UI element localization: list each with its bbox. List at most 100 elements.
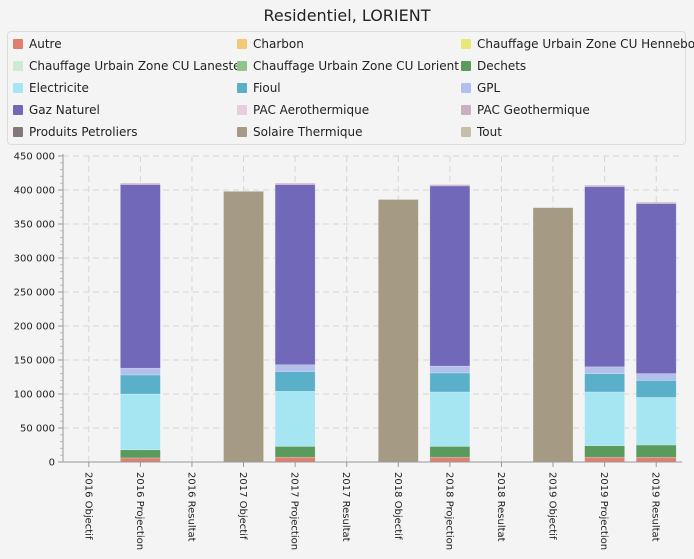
legend-swatch xyxy=(13,61,23,71)
legend-item: Charbon xyxy=(237,34,304,54)
x-tick-label: 2019 Projection xyxy=(598,472,609,550)
y-tick-label: 100 000 xyxy=(14,390,55,401)
bar-segment xyxy=(120,457,161,463)
legend-item: GPL xyxy=(461,78,500,98)
legend-label: Charbon xyxy=(253,37,304,51)
legend-item: Tout xyxy=(461,122,502,142)
plot-area xyxy=(63,156,682,462)
x-tick-label: 2017 Resultat xyxy=(340,472,351,542)
legend-swatch xyxy=(461,105,471,115)
bar-segment xyxy=(274,390,316,447)
legend-label: Gaz Naturel xyxy=(29,103,100,117)
legend-item: Chauffage Urbain Zone CU Hennebont xyxy=(461,34,694,54)
chart-title: Residentiel, LORIENT xyxy=(263,6,431,25)
bar-segment xyxy=(635,456,677,463)
bar-segment xyxy=(635,444,677,458)
legend-swatch xyxy=(461,61,471,71)
legend-swatch xyxy=(237,39,247,49)
legend-item: Chauffage Urbain Zone CU Lanester xyxy=(13,56,245,76)
bar-segment xyxy=(532,207,574,463)
x-tick-label: 2019 Resultat xyxy=(650,472,661,542)
y-tick-label: 450 000 xyxy=(14,152,55,163)
legend-item: Chauffage Urbain Zone CU Lorient xyxy=(237,56,459,76)
bar-segment xyxy=(120,374,161,395)
bar-segment xyxy=(120,449,161,459)
legend-label: PAC Geothermique xyxy=(477,103,590,117)
y-tick-label: 50 000 xyxy=(20,424,55,435)
chart-legend: Autre Charbon Chauffage Urbain Zone CU Hen… xyxy=(7,31,694,145)
bar-segment xyxy=(274,182,316,185)
legend-item: PAC Geothermique xyxy=(461,100,590,120)
legend-label: Chauffage Urbain Zone CU Lorient xyxy=(253,59,459,73)
x-tick-label: 2017 Projection xyxy=(289,472,300,550)
bar-segment xyxy=(274,371,316,392)
legend-swatch xyxy=(237,83,247,93)
bar-segment xyxy=(635,201,677,204)
bar-segment xyxy=(429,372,471,393)
legend-label: Produits Petroliers xyxy=(29,125,138,139)
y-tick-label: 0 xyxy=(49,458,55,469)
bar-segment xyxy=(584,391,625,446)
legend-label: GPL xyxy=(477,81,501,95)
bar-segment xyxy=(584,456,625,463)
bar-segment xyxy=(584,373,625,393)
bar-segment xyxy=(274,184,316,366)
legend-swatch xyxy=(461,83,471,93)
legend-swatch xyxy=(13,83,23,93)
legend-item: Produits Petroliers xyxy=(13,122,138,142)
y-tick-label: 150 000 xyxy=(14,356,55,367)
legend-label: Fioul xyxy=(253,81,281,95)
bar-segment xyxy=(120,367,161,376)
y-tick-label: 400 000 xyxy=(14,186,55,197)
y-tick-label: 250 000 xyxy=(14,288,55,299)
bar-segment xyxy=(635,203,677,374)
legend-swatch xyxy=(461,127,471,137)
y-tick-label: 350 000 xyxy=(14,220,55,231)
bar-segment xyxy=(584,186,625,368)
bar-segment xyxy=(584,366,625,374)
x-tick-label: 2018 Projection xyxy=(443,472,454,550)
y-tick-label: 200 000 xyxy=(14,322,55,333)
legend-swatch xyxy=(237,105,247,115)
x-tick-label: 2018 Resultat xyxy=(495,472,506,542)
bar-segment xyxy=(429,365,471,374)
bar-segment xyxy=(429,456,471,463)
legend-swatch xyxy=(13,105,23,115)
y-tick-label: 300 000 xyxy=(14,254,55,265)
bar-segment xyxy=(274,364,316,372)
legend-label: Solaire Thermique xyxy=(253,125,363,139)
legend-item: Fioul xyxy=(237,78,281,98)
x-tick-label: 2016 Resultat xyxy=(185,472,196,542)
bar-segment xyxy=(635,397,677,446)
x-tick-label: 2016 Projection xyxy=(134,472,145,550)
x-tick-label: 2018 Objectif xyxy=(392,472,403,540)
bar-segment xyxy=(429,446,471,458)
bar-segment xyxy=(429,391,471,447)
bar-segment xyxy=(635,373,677,381)
legend-label: Dechets xyxy=(477,59,527,73)
legend-item: PAC Aerothermique xyxy=(237,100,369,120)
x-tick-label: 2016 Objectif xyxy=(82,472,93,540)
x-tick-label: 2019 Objectif xyxy=(547,472,558,540)
bar-segment xyxy=(120,184,161,369)
legend-label: Autre xyxy=(29,37,62,51)
legend-swatch xyxy=(13,127,23,137)
legend-label: Electricite xyxy=(29,81,89,95)
legend-label: Chauffage Urbain Zone CU Lanester xyxy=(29,59,246,73)
legend-item: Electricite xyxy=(13,78,89,98)
legend-swatch xyxy=(237,127,247,137)
bar-segment xyxy=(120,182,161,185)
legend-swatch xyxy=(461,39,471,49)
legend-swatch xyxy=(13,39,23,49)
bar-segment xyxy=(635,380,677,398)
bar-segment xyxy=(274,456,316,463)
bar-segment xyxy=(223,191,264,463)
legend-item: Dechets xyxy=(461,56,526,76)
bar-segment xyxy=(429,184,471,187)
legend-label: Chauffage Urbain Zone CU Hennebont xyxy=(477,37,694,51)
bar-segment xyxy=(274,446,316,458)
bar-segment xyxy=(584,445,625,458)
legend-item: Gaz Naturel xyxy=(13,100,100,120)
legend-item: Solaire Thermique xyxy=(237,122,363,142)
